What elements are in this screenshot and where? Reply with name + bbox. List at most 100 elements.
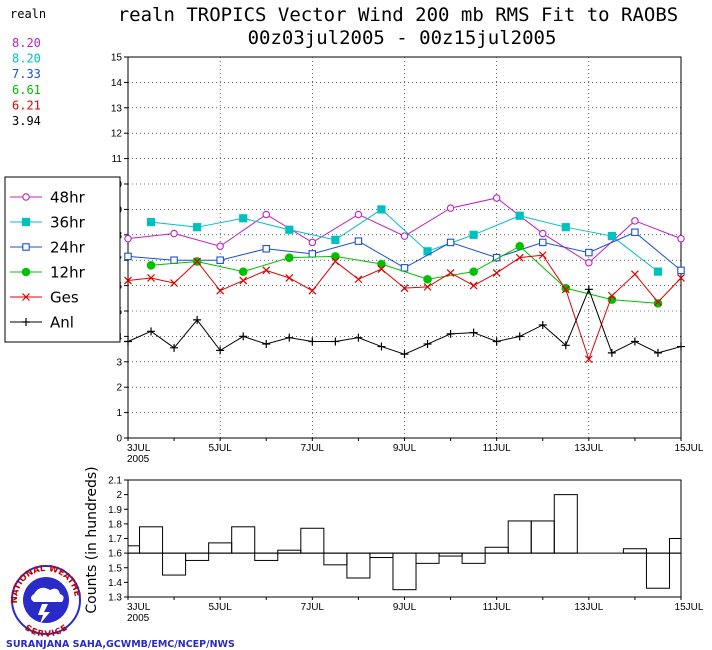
y-tick-label: 3 <box>116 357 122 368</box>
data-point <box>354 210 363 219</box>
legend-item-24hr: 24hr <box>10 239 86 257</box>
mean-36hr: 8.20 <box>12 52 41 66</box>
data-point <box>400 232 409 240</box>
data-point <box>308 337 317 346</box>
mean-24hr: 7.33 <box>12 67 41 81</box>
svg-text:SERVICE: SERVICE <box>23 623 70 640</box>
data-point <box>22 243 30 251</box>
data-point <box>654 298 662 307</box>
data-point <box>446 238 455 247</box>
legend-label: 36hr <box>50 214 86 232</box>
data-point <box>239 332 248 341</box>
count-bar <box>507 520 532 554</box>
data-point <box>331 257 340 266</box>
data-point <box>469 267 478 276</box>
count-bar <box>254 552 279 561</box>
x-tick-label: 11JUL <box>483 602 512 613</box>
top-series <box>124 194 685 364</box>
data-point <box>400 284 409 293</box>
legend-item-48hr: 48hr <box>10 189 86 207</box>
count-bar <box>208 542 233 554</box>
x-tick-label: 3JUL <box>127 443 151 454</box>
bottom-bars <box>127 494 682 591</box>
y-tick-label: 2 <box>116 383 122 394</box>
data-point <box>515 253 524 262</box>
data-point <box>22 293 30 301</box>
data-point <box>677 234 685 243</box>
data-point <box>469 328 478 337</box>
count-bar <box>162 552 187 576</box>
data-point <box>170 229 178 238</box>
data-point <box>584 355 593 364</box>
data-point <box>308 250 317 258</box>
x-tick-label: 13JUL <box>574 443 603 454</box>
data-point <box>515 332 524 341</box>
top-plot-frame <box>127 56 682 439</box>
y-tick-label: 1.4 <box>108 578 122 589</box>
data-point <box>515 211 524 220</box>
y-tick-label: 1.6 <box>108 549 122 560</box>
y-tick-label: 1.5 <box>108 563 122 574</box>
y-tick-label: 1.3 <box>108 593 122 604</box>
series-ges <box>124 251 685 364</box>
x-tick-label: 9JUL <box>393 443 417 454</box>
data-point <box>630 337 639 346</box>
data-point <box>631 217 639 225</box>
count-bar <box>346 552 371 579</box>
data-point <box>170 279 179 287</box>
count-bar <box>461 552 486 564</box>
data-point <box>331 235 340 244</box>
data-point <box>561 285 570 294</box>
x-tick-label: 15JUL <box>675 443 704 454</box>
data-point <box>585 248 593 257</box>
y-tick-label: 14 <box>111 78 123 89</box>
x-tick-label: 5JUL <box>208 602 232 613</box>
y-tick-label: 11 <box>112 154 123 165</box>
data-point <box>124 276 132 285</box>
data-point <box>170 256 178 264</box>
data-point <box>377 259 386 269</box>
count-bar <box>127 545 141 554</box>
legend-item-ges: Ges <box>10 289 79 307</box>
series-anl <box>124 285 685 359</box>
mean-48hr: 8.20 <box>12 36 41 50</box>
legend-item-36hr: 36hr <box>10 214 86 232</box>
data-point <box>538 238 547 247</box>
data-point <box>284 253 294 262</box>
count-bar <box>392 552 417 591</box>
top-gridlines <box>128 57 681 438</box>
data-point <box>677 342 685 351</box>
legend-item-anl: Anl <box>10 314 74 332</box>
x-tick-label: 13JUL <box>574 602 603 613</box>
data-point <box>216 242 224 250</box>
data-point <box>308 238 317 247</box>
count-bar <box>185 552 210 561</box>
data-point <box>446 204 455 212</box>
data-point <box>124 337 132 346</box>
count-bar <box>323 552 348 566</box>
data-point <box>147 327 156 336</box>
data-point <box>677 266 685 275</box>
data-point <box>239 276 248 285</box>
data-point <box>354 333 363 342</box>
count-bar <box>553 494 578 554</box>
data-point <box>124 234 132 243</box>
legend-label: Ges <box>50 289 79 307</box>
y-tick-label: 15 <box>111 53 123 64</box>
y-tick-label: 1.9 <box>108 505 122 516</box>
x-tick-label: 15JUL <box>675 602 704 613</box>
mean-12hr: 6.61 <box>12 83 41 97</box>
data-point <box>22 193 30 201</box>
data-point <box>631 228 639 237</box>
data-point <box>21 267 31 277</box>
data-point <box>423 274 432 284</box>
data-point <box>193 257 202 266</box>
count-bar <box>530 520 555 554</box>
data-point <box>21 217 31 227</box>
data-point <box>216 286 225 295</box>
data-point <box>377 265 386 274</box>
data-point <box>492 268 501 277</box>
counts-axis-label: Counts (in hundreds) <box>84 466 100 613</box>
mean-ges: 6.21 <box>12 98 41 112</box>
data-point <box>262 340 271 349</box>
